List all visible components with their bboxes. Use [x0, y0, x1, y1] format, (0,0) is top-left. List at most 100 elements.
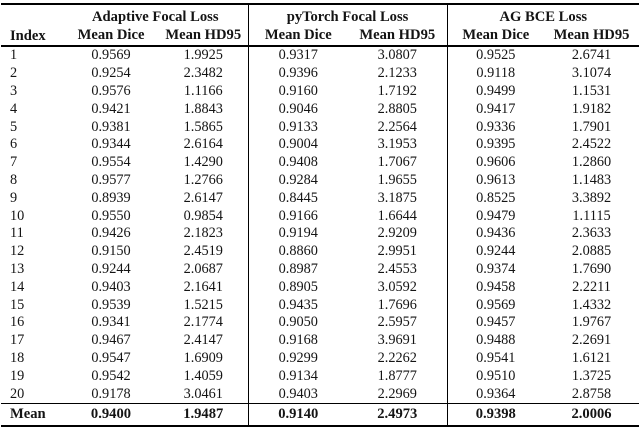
- row-index: 10: [10, 207, 25, 224]
- cell-pt-mean-dice: 0.9408: [247, 153, 349, 172]
- cell-pt-mean-dice: 0.9133: [247, 118, 349, 136]
- table-row: 19 0.9542 1.4059 0.9134 1.8777 0.9510 1.…: [1, 367, 639, 386]
- cell-ag-mean-hd95: 2.0885: [571, 243, 612, 260]
- cell-afl-mean-hd95: 1.4290: [183, 154, 223, 171]
- row-index: 18: [10, 349, 25, 366]
- cell-ag-mean-dice: 0.9488: [446, 331, 545, 350]
- cell-ag-mean-hd95: 1.7901: [571, 118, 612, 135]
- col-header-ag-mean-hd95: Mean HD95: [553, 27, 630, 43]
- cell-ag-mean-hd95: 2.4522: [571, 136, 612, 153]
- cell-afl-mean-dice: 0.9467: [91, 332, 131, 349]
- table-row: 14 0.9403 2.1641 0.8905 3.0592 0.9458 2.…: [1, 278, 639, 297]
- table-row: 16 0.9341 2.1774 0.9050 2.5957 0.9457 1.…: [1, 313, 639, 332]
- cell-pt-mean-dice: 0.9050: [247, 313, 349, 332]
- cell-ag-mean-hd95: 2.2691: [571, 332, 612, 349]
- table-row: 4 0.9421 1.8843 0.9046 2.8805 0.9417 1.9…: [1, 100, 639, 119]
- index-column-header: Index: [10, 28, 46, 44]
- cell-pt-mean-hd95: 2.1233: [377, 65, 417, 82]
- cell-ag-mean-dice: 0.9244: [446, 242, 545, 261]
- cell-ag-mean-hd95: 1.1483: [571, 171, 612, 188]
- cell-pt-mean-hd95: 3.1875: [377, 189, 417, 206]
- cell-afl-mean-dice: 0.9254: [91, 65, 131, 82]
- row-index: 16: [10, 314, 25, 331]
- cell-pt-mean-dice: 0.9403: [247, 385, 349, 404]
- results-table: Index Adaptive Focal Loss pyTorch Focal …: [1, 3, 640, 427]
- cell-afl-mean-dice: 0.9381: [91, 118, 131, 135]
- cell-afl-mean-dice: 0.9569: [91, 47, 131, 64]
- cell-pt-mean-hd95: 2.2262: [377, 349, 417, 366]
- cell-ag-mean-hd95: 1.7690: [571, 260, 612, 277]
- table-header: Index Adaptive Focal Loss pyTorch Focal …: [1, 4, 640, 46]
- cell-pt-mean-dice: 0.8987: [247, 260, 349, 279]
- cell-ag-mean-hd95: 2.3633: [571, 225, 612, 242]
- cell-afl-mean-dice: 0.9542: [91, 367, 131, 384]
- group-header-adaptive-focal-loss: Adaptive Focal Loss: [92, 9, 219, 25]
- cell-pt-mean-dice: 0.9284: [247, 171, 349, 190]
- table-row: 7 0.9554 1.4290 0.9408 1.7067 0.9606 1.2…: [1, 153, 639, 172]
- cell-afl-mean-hd95: 2.6164: [183, 136, 223, 153]
- cell-afl-mean-dice: 0.9403: [91, 278, 131, 295]
- cell-ag-mean-hd95: 1.2860: [571, 154, 612, 171]
- table-row: 1 0.9569 1.9925 0.9317 3.0807 0.9525 2.6…: [1, 46, 639, 65]
- table-row: 17 0.9467 2.4147 0.9168 3.9691 0.9488 2.…: [1, 331, 639, 350]
- mean-pt-hd95: 2.4973: [377, 405, 418, 422]
- mean-row-label: Mean: [10, 405, 46, 422]
- cell-pt-mean-dice: 0.8445: [247, 189, 349, 208]
- row-index: 3: [10, 82, 18, 99]
- cell-pt-mean-hd95: 3.1953: [377, 136, 417, 153]
- table-row: 2 0.9254 2.3482 0.9396 2.1233 0.9118 3.1…: [1, 64, 639, 83]
- table-body: 1 0.9569 1.9925 0.9317 3.0807 0.9525 2.6…: [1, 46, 639, 404]
- cell-afl-mean-hd95: 0.9854: [183, 207, 223, 224]
- row-index: 15: [10, 296, 25, 313]
- cell-afl-mean-dice: 0.9244: [91, 260, 131, 277]
- cell-afl-mean-hd95: 2.0687: [183, 260, 223, 277]
- cell-afl-mean-hd95: 2.1823: [183, 225, 223, 242]
- cell-pt-mean-hd95: 2.5957: [377, 314, 417, 331]
- cell-afl-mean-hd95: 3.0461: [183, 385, 223, 402]
- cell-ag-mean-dice: 0.9374: [446, 260, 545, 279]
- cell-afl-mean-dice: 0.9547: [91, 349, 131, 366]
- table-row: 12 0.9150 2.4519 0.8860 2.9951 0.9244 2.…: [1, 242, 639, 261]
- cell-afl-mean-hd95: 2.1774: [183, 314, 223, 331]
- cell-ag-mean-dice: 0.9510: [446, 367, 545, 386]
- row-index: 1: [10, 47, 18, 64]
- cell-afl-mean-hd95: 1.1166: [183, 82, 223, 99]
- table-row: 11 0.9426 2.1823 0.9194 2.9209 0.9436 2.…: [1, 224, 639, 243]
- col-header-ag-mean-dice: Mean Dice: [446, 26, 545, 46]
- cell-pt-mean-dice: 0.9166: [247, 207, 349, 225]
- col-header-pt-mean-hd95: Mean HD95: [359, 27, 436, 43]
- cell-pt-mean-hd95: 1.9655: [377, 171, 417, 188]
- mean-ag-dice: 0.9398: [446, 403, 545, 426]
- cell-pt-mean-dice: 0.9004: [247, 135, 349, 154]
- row-index: 20: [10, 385, 25, 402]
- cell-ag-mean-hd95: 3.1074: [571, 65, 612, 82]
- cell-afl-mean-dice: 0.9550: [91, 207, 131, 224]
- cell-pt-mean-hd95: 2.9951: [377, 243, 417, 260]
- row-index: 7: [10, 154, 18, 171]
- cell-afl-mean-dice: 0.9178: [91, 385, 131, 402]
- row-index: 6: [10, 136, 18, 153]
- col-header-afl-mean-hd95: Mean HD95: [165, 27, 242, 43]
- cell-afl-mean-hd95: 1.6909: [183, 349, 223, 366]
- cell-afl-mean-dice: 0.8939: [91, 189, 131, 206]
- table-row: 5 0.9381 1.5865 0.9133 2.2564 0.9336 1.7…: [1, 118, 639, 136]
- cell-afl-mean-dice: 0.9539: [91, 296, 131, 313]
- cell-ag-mean-dice: 0.9569: [446, 296, 545, 314]
- cell-ag-mean-dice: 0.9417: [446, 100, 545, 119]
- header-group-row: Index Adaptive Focal Loss pyTorch Focal …: [1, 4, 640, 44]
- cell-pt-mean-hd95: 3.9691: [377, 332, 417, 349]
- cell-ag-mean-dice: 0.9457: [446, 313, 545, 332]
- row-index: 14: [10, 278, 25, 295]
- cell-pt-mean-dice: 0.9299: [247, 349, 349, 368]
- cell-ag-mean-dice: 0.9541: [446, 349, 545, 368]
- mean-pt-dice: 0.9140: [247, 403, 349, 426]
- cell-pt-mean-dice: 0.8905: [247, 278, 349, 297]
- cell-pt-mean-hd95: 1.8777: [377, 367, 417, 384]
- cell-ag-mean-hd95: 2.2211: [572, 278, 611, 295]
- cell-pt-mean-dice: 0.9160: [247, 82, 349, 101]
- table-row: 15 0.9539 1.5215 0.9435 1.7696 0.9569 1.…: [1, 296, 639, 314]
- group-header-ag-bce-loss: AG BCE Loss: [446, 4, 640, 26]
- mean-row: Mean 0.9400 1.9487 0.9140 2.4973 0.9398 …: [1, 403, 639, 426]
- row-index: 5: [10, 118, 18, 135]
- cell-ag-mean-dice: 0.9436: [446, 224, 545, 243]
